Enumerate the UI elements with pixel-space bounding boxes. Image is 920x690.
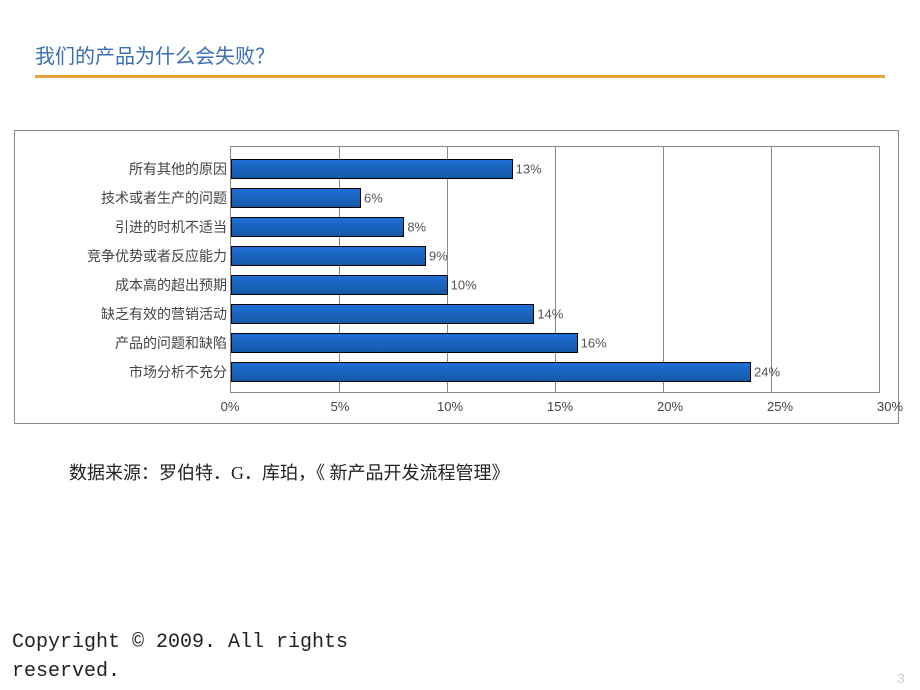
bar-value-label: 9%	[429, 249, 448, 264]
category-label: 技术或者生产的问题	[101, 188, 227, 208]
page-title: 我们的产品为什么会失败？	[35, 40, 885, 69]
data-source: 数据来源：罗伯特．G．库珀，《 新产品开发流程管理》	[69, 459, 510, 485]
bar-row: 8%	[230, 217, 880, 237]
bar-row: 10%	[230, 275, 880, 295]
bar: 13%	[231, 159, 513, 179]
x-tick-label: 20%	[657, 399, 683, 414]
bar-row: 9%	[230, 246, 880, 266]
bar-row: 13%	[230, 159, 880, 179]
category-label: 引进的时机不适当	[115, 217, 227, 237]
gridline	[663, 147, 664, 392]
x-tick-label: 30%	[877, 399, 903, 414]
page-number: 3	[897, 672, 905, 688]
bar-value-label: 16%	[581, 336, 607, 351]
chart-container: 13%6%8%9%10%14%16%24% 所有其他的原因技术或者生产的问题引进…	[14, 130, 899, 424]
bar: 6%	[231, 188, 361, 208]
category-label: 市场分析不充分	[129, 362, 227, 382]
x-tick-label: 15%	[547, 399, 573, 414]
gridline	[771, 147, 772, 392]
category-label: 竞争优势或者反应能力	[87, 246, 227, 266]
bar-value-label: 13%	[516, 162, 542, 177]
bar-value-label: 14%	[537, 307, 563, 322]
category-label: 缺乏有效的营销活动	[101, 304, 227, 324]
bar: 16%	[231, 333, 578, 353]
category-label: 产品的问题和缺陷	[115, 333, 227, 353]
bar-row: 14%	[230, 304, 880, 324]
bar-value-label: 10%	[451, 278, 477, 293]
bar-row: 16%	[230, 333, 880, 353]
title-underline	[35, 75, 885, 78]
x-tick-label: 0%	[221, 399, 240, 414]
bar-row: 24%	[230, 362, 880, 382]
chart-inner: 13%6%8%9%10%14%16%24% 所有其他的原因技术或者生产的问题引进…	[15, 146, 888, 393]
bar: 24%	[231, 362, 751, 382]
copyright: Copyright © 2009. All rights reserved.	[12, 628, 392, 686]
bar-row: 6%	[230, 188, 880, 208]
gridline	[447, 147, 448, 392]
bar: 10%	[231, 275, 448, 295]
plot-area	[230, 146, 880, 393]
bar: 9%	[231, 246, 426, 266]
bar-value-label: 24%	[754, 365, 780, 380]
bar: 8%	[231, 217, 404, 237]
title-area: 我们的产品为什么会失败？	[35, 40, 885, 78]
x-axis-labels: 0%5%10%15%20%25%30%	[230, 399, 890, 417]
gridline	[555, 147, 556, 392]
bar-value-label: 8%	[407, 220, 426, 235]
bar-value-label: 6%	[364, 191, 383, 206]
x-tick-label: 10%	[437, 399, 463, 414]
gridline	[339, 147, 340, 392]
category-label: 所有其他的原因	[129, 159, 227, 179]
x-tick-label: 5%	[331, 399, 350, 414]
x-tick-label: 25%	[767, 399, 793, 414]
category-label: 成本高的超出预期	[115, 275, 227, 295]
bar: 14%	[231, 304, 534, 324]
